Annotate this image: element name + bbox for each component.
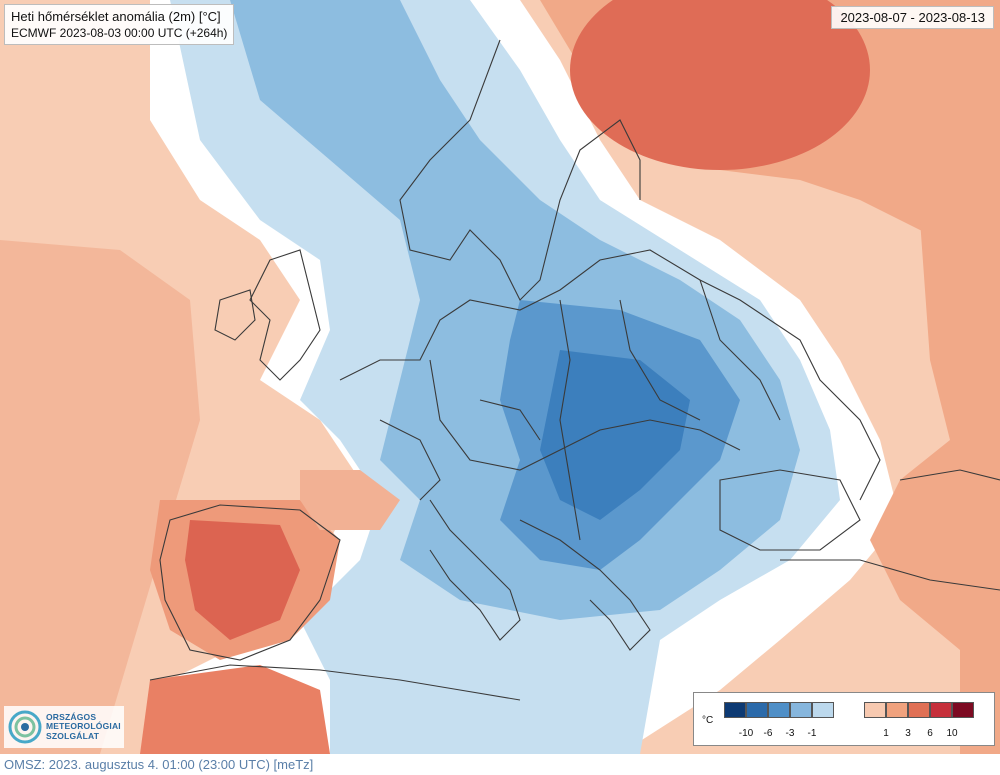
- legend-tick-warm: 3: [905, 728, 911, 739]
- legend-tick-warm: 10: [946, 728, 958, 739]
- map-title-box: Heti hőmérséklet anomália (2m) [°C] ECMW…: [4, 4, 235, 45]
- legend-tick-warm: 6: [927, 728, 933, 739]
- strongest-cold-anomaly-area: [540, 350, 690, 520]
- warm-anomaly-france: [300, 470, 400, 530]
- legend-swatch-cold-4: [812, 702, 834, 718]
- logo-text: ORSZÁGOS METEOROLÓGIAI SZOLGÁLAT: [46, 711, 121, 741]
- warm-anomaly-east: [870, 200, 1000, 754]
- warm-anomaly-north-africa: [140, 665, 330, 754]
- legend-tick-cold: -10: [738, 728, 754, 739]
- legend-tick-warm: 1: [883, 728, 889, 739]
- map-title: Heti hőmérséklet anomália (2m) [°C]: [11, 9, 221, 24]
- omsz-logo: ORSZÁGOS METEOROLÓGIAI SZOLGÁLAT: [4, 706, 124, 748]
- anomaly-map-canvas: [0, 0, 1000, 754]
- legend-swatch-cold-0: [724, 702, 746, 718]
- strong-warm-anomaly-iberia: [185, 520, 300, 640]
- strong-warm-anomaly-northeast: [570, 0, 870, 170]
- legend-swatch-warm-4: [952, 702, 974, 718]
- legend-swatch-warm-2: [908, 702, 930, 718]
- legend-unit: °C: [702, 715, 714, 726]
- footer-credit: OMSZ: 2023. augusztus 4. 01:00 (23:00 UT…: [4, 757, 314, 772]
- legend-swatch-warm-1: [886, 702, 908, 718]
- legend-swatch-cold-3: [790, 702, 812, 718]
- color-legend: °C -10 -6 -3 -1 1 3 6 10: [693, 692, 995, 746]
- legend-tick-cold: -3: [785, 728, 795, 739]
- legend-tick-cold: -1: [807, 728, 817, 739]
- legend-swatch-warm-3: [930, 702, 952, 718]
- warm-anomaly-atlantic: [0, 240, 200, 754]
- date-range-label: 2023-08-07 - 2023-08-13: [831, 6, 994, 29]
- legend-swatch-warm-0: [864, 702, 886, 718]
- legend-swatch-cold-2: [768, 702, 790, 718]
- anomaly-map: [0, 0, 1000, 754]
- legend-tick-cold: -6: [763, 728, 773, 739]
- model-run-info: ECMWF 2023-08-03 00:00 UTC (+264h): [11, 26, 228, 40]
- country-borders: [149, 39, 1000, 701]
- logo-emblem-icon: [8, 710, 42, 744]
- legend-swatch-cold-1: [746, 702, 768, 718]
